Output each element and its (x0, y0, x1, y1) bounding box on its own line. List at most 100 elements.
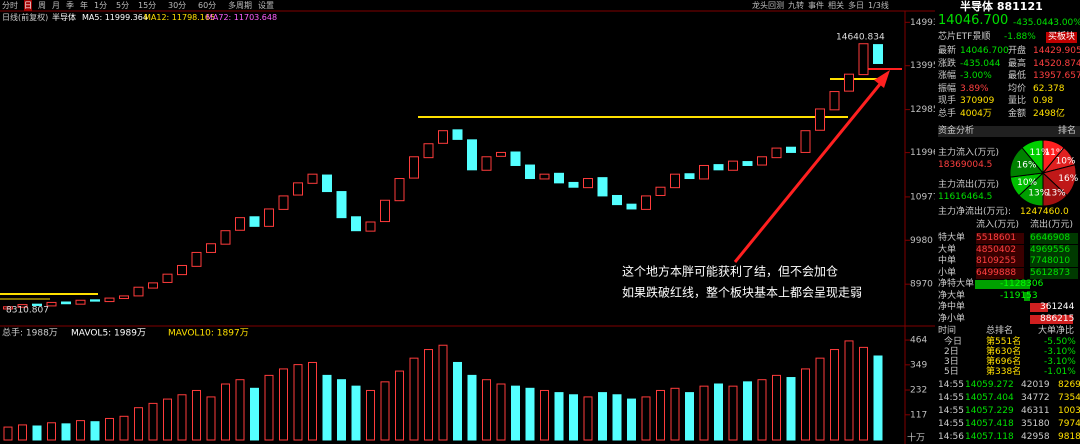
candle (394, 178, 405, 202)
quote-label: 金额 (1008, 108, 1027, 119)
volume-bar (685, 392, 694, 441)
rank-day: 2日 (944, 347, 959, 357)
ma-legend: MA12: 11798.165 (144, 13, 216, 22)
quote-value: 14520.874 (1033, 58, 1080, 69)
tick-vol: 34772 (1021, 393, 1050, 403)
toolbar-tab[interactable]: 多周期 (228, 1, 252, 10)
tick-vol: 42958 (1021, 432, 1050, 442)
flow-header: 流出(万元) (1030, 220, 1074, 230)
volume-bar (815, 357, 825, 441)
candle (380, 199, 390, 223)
toolbar-tab[interactable]: 周 (38, 1, 46, 10)
candle (757, 156, 767, 166)
toolbar-tab[interactable]: 30分 (168, 1, 187, 10)
tick-amt: 10030 (1058, 406, 1080, 416)
toolbar-tab[interactable]: 1分 (94, 1, 108, 10)
candle (351, 216, 361, 232)
quote-value: -3.00% (960, 71, 992, 81)
flow-out: 4969556 (1030, 244, 1078, 256)
volume-bar (395, 370, 404, 441)
y-tick-label: 12985 (910, 105, 935, 115)
etf-button[interactable]: 买板块 (1046, 32, 1078, 43)
toolbar-tab[interactable]: 季 (66, 1, 74, 10)
rank-header: 总排名 (986, 326, 1014, 336)
etf-pct: -1.88% (1004, 32, 1036, 42)
flow-label: 特大单 (938, 233, 966, 243)
volume-bar (873, 355, 883, 441)
volume-bar (337, 379, 346, 441)
toolbar-tool[interactable]: 多日 (848, 1, 864, 10)
candle (539, 173, 550, 180)
toolbar-tab[interactable]: 5分 (116, 1, 130, 10)
low-label: 8310.807 (6, 306, 49, 316)
candle (293, 182, 303, 196)
candle (815, 108, 825, 131)
period: 日线(前复权) (2, 13, 49, 22)
candle (467, 139, 477, 171)
volume-bar (496, 383, 506, 441)
volume-bar (772, 374, 781, 441)
toolbar-tab[interactable]: 设置 (258, 1, 274, 10)
volume-bar (540, 389, 549, 441)
inflow-label: 主力流入(万元) (938, 148, 1000, 158)
quote-value: 370909 (960, 96, 995, 106)
rank-day: 3日 (944, 357, 959, 367)
toolbar-tool[interactable]: 相关 (828, 1, 844, 10)
candle (119, 295, 129, 300)
toolbar-tab[interactable]: 60分 (198, 1, 217, 10)
candle (220, 230, 231, 245)
net-row-value: 361244 (1040, 302, 1075, 312)
candle (554, 172, 564, 184)
candle (46, 301, 57, 307)
quote-label: 最新 (938, 46, 957, 56)
rank-header: 大单净比 (1038, 326, 1075, 336)
toolbar-tab[interactable]: 15分 (138, 1, 157, 10)
quote-label: 涨跌 (938, 58, 957, 69)
quote-value: -435.044 (960, 58, 1001, 69)
candle (3, 306, 13, 310)
candle (438, 130, 448, 144)
volume-bar (366, 389, 375, 441)
candle (452, 129, 463, 140)
volume-bar (18, 424, 27, 441)
toolbar-tab[interactable]: 月 (52, 1, 60, 10)
fund-rank[interactable]: 排名 (1058, 126, 1077, 136)
tick-time: 14:55 (938, 419, 964, 429)
candle (17, 304, 28, 308)
candle (829, 91, 840, 111)
candle (583, 178, 593, 189)
volume-legend: MAVOL5: 1989万 (71, 329, 146, 339)
toolbar-tab[interactable]: 年 (80, 1, 88, 10)
flow-header: 流入(万元) (976, 220, 1020, 230)
candle (264, 208, 274, 227)
toolbar-tab[interactable]: 分时 (2, 1, 18, 10)
pie-label: 10% (1056, 157, 1076, 167)
toolbar-tool[interactable]: 九转 (788, 1, 804, 10)
tick-price: 14057.229 (965, 406, 1014, 416)
volume-bar (90, 421, 100, 441)
toolbar-tab[interactable]: 日 (24, 0, 32, 11)
outflow-value: 11616464.5 (938, 192, 993, 202)
volume-bar (482, 379, 491, 441)
y-tick-label: 10977 (910, 192, 935, 202)
quote-value: 14429.905 (1033, 46, 1080, 56)
candle (641, 195, 651, 210)
candle (206, 243, 216, 253)
arrow (733, 77, 887, 263)
volume-bar (105, 417, 114, 441)
pie-label: 13% (1046, 189, 1066, 199)
volume-bar (583, 396, 593, 441)
rank-pos: 第696名 (986, 357, 1022, 367)
net-label: 主力净流出(万元): (938, 207, 1012, 217)
toolbar-tool[interactable]: 龙头回测 (752, 1, 784, 10)
tick-price: 14057.118 (965, 432, 1014, 442)
toolbar-tool[interactable]: 1/3线 (868, 1, 889, 10)
flow-label: 中单 (938, 256, 957, 266)
volume-bar (801, 368, 810, 441)
high-label: 14640.834 (836, 33, 885, 43)
toolbar-tool[interactable]: 事件 (808, 1, 824, 10)
volume-bar (409, 357, 419, 441)
flow-label: 小单 (938, 267, 957, 278)
volume-bar (786, 377, 796, 441)
quote-label: 最低 (1008, 71, 1027, 81)
